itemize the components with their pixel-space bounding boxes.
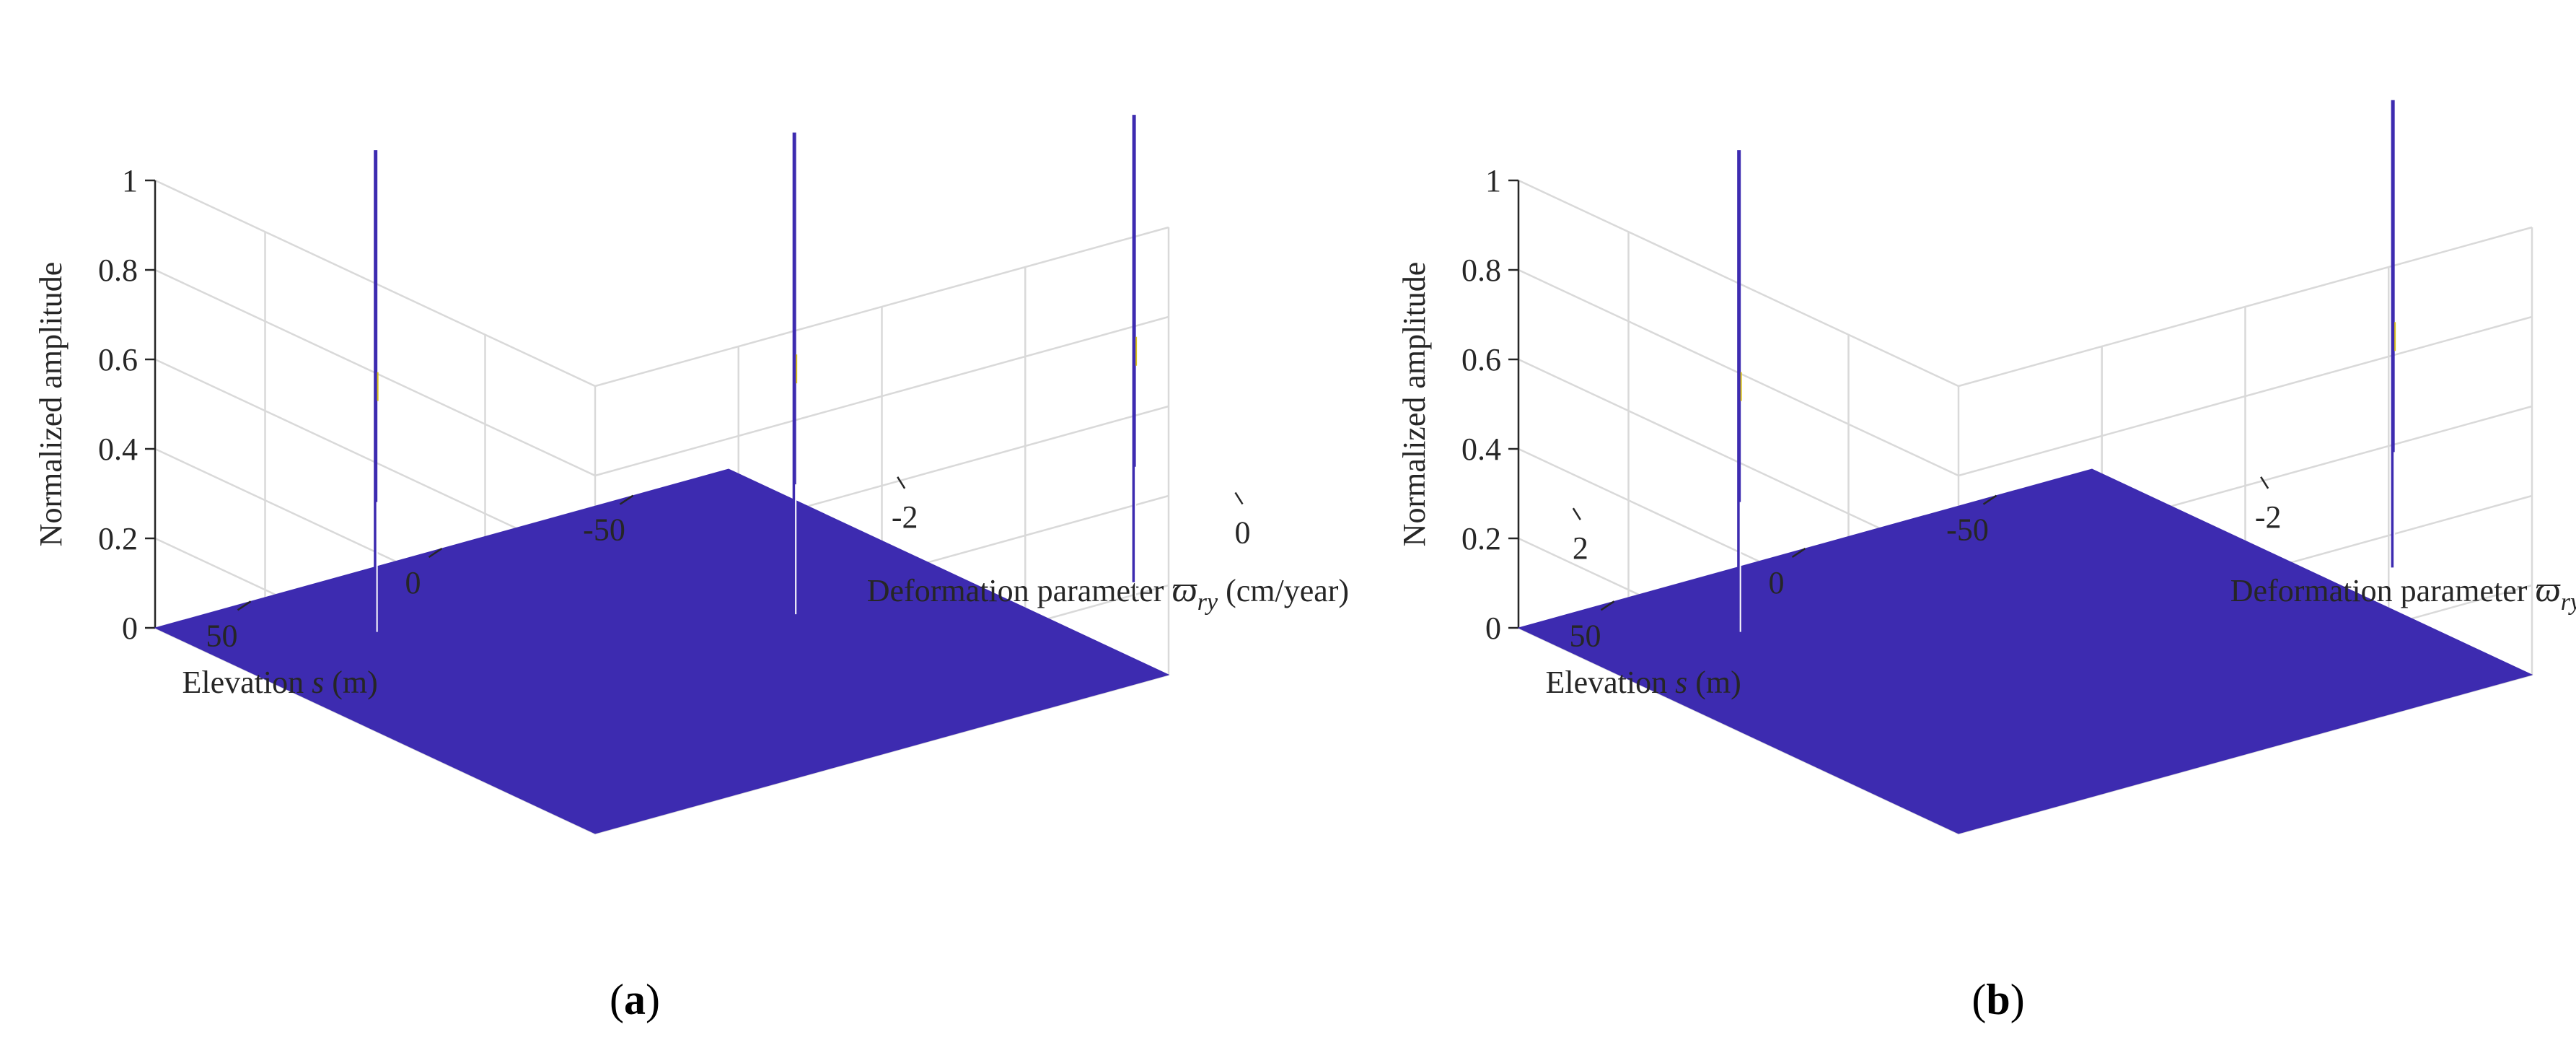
z-tick-label: 0.6 (98, 342, 138, 377)
panel-label-close: ) (646, 976, 660, 1023)
y-axis-label-text: Elevation (183, 665, 312, 700)
y-tick-mark (237, 600, 252, 611)
x-axis-label-subscript: ry (1197, 589, 1218, 616)
y-tick-mark (1791, 547, 1806, 559)
y-axis-label-symbol: s (312, 665, 324, 700)
chart-panel-a: 0 0.2 0.4 0.6 0.8 1 Normalized amplitude 50 0 -50… (33, 115, 1588, 1023)
y-axis-label-symbol: s (1675, 665, 1687, 700)
z-tick-label: 0.2 (1461, 521, 1501, 556)
y-tick-mark (619, 494, 634, 505)
panel-label: (b) (1971, 976, 2024, 1023)
y-axis-label-unit: (m) (324, 665, 378, 700)
surface-floor (1517, 468, 2533, 834)
z-tick-label: 0 (1485, 611, 1501, 646)
y-tick-mark (1600, 600, 1615, 611)
y-axis-label: Elevation s (m) (183, 665, 378, 700)
z-axis-label: Normalized amplitude (1397, 262, 1432, 547)
z-gridline (1518, 179, 2533, 388)
x-tick-label: -2 (892, 499, 918, 535)
y-tick-mark (1982, 494, 1997, 505)
chart-panel-b: 0 0.2 0.4 0.6 0.8 1 Normalized amplitude 50 0 -50… (1397, 100, 2576, 1023)
panel-label: (a) (610, 976, 660, 1023)
x-axis-label-text: Deformation parameter (2230, 573, 2536, 608)
y-tick-label: 50 (1570, 618, 1601, 653)
y-tick-label: 0 (1769, 565, 1785, 600)
y-tick-label: -50 (583, 512, 625, 548)
x-axis-label: Deformation parameter ϖry (cm/year) (2230, 569, 2576, 616)
x-tick-label: 0 (1235, 515, 1251, 551)
panel-label-open: ( (1971, 976, 1986, 1023)
panel-label-close: ) (2010, 976, 2025, 1023)
panel-label-letter: a (624, 976, 646, 1023)
x-tick-mark (2260, 476, 2269, 489)
y-axis-label-text: Elevation (1546, 665, 1676, 700)
x-axis-label-subscript: ry (2561, 589, 2576, 616)
z-tick-label: 0.8 (98, 253, 138, 288)
z-tick-label: 0.6 (1461, 342, 1501, 377)
x-tick-mark (1234, 491, 1244, 505)
z-tick-label: 0.8 (1461, 253, 1501, 288)
z-tick-label: 1 (122, 163, 138, 198)
y-tick-mark (428, 547, 443, 559)
x-tick-label: 2 (1573, 530, 1588, 566)
z-axis-label: Normalized amplitude (33, 262, 69, 547)
x-axis-label-symbol: ϖ (1171, 569, 1197, 609)
x-tick-mark (1572, 507, 1581, 520)
x-axis-label-unit: (cm/year) (1218, 573, 1349, 608)
x-tick-label: -2 (2255, 499, 2282, 535)
y-axis-label: Elevation s (m) (1546, 665, 1741, 700)
x-tick-mark (897, 476, 906, 489)
y-axis-label-unit: (m) (1687, 665, 1741, 700)
z-tick-label: 0.2 (98, 521, 138, 556)
panel-label-letter: b (1986, 976, 2010, 1023)
z-tick-label: 0 (122, 611, 138, 646)
panel-label-open: ( (610, 976, 624, 1023)
y-tick-label: 0 (405, 565, 421, 600)
z-gridline (1518, 268, 2533, 477)
y-tick-label: -50 (1946, 512, 1989, 548)
surface-floor (154, 468, 1170, 834)
z-tick-label: 0.4 (1461, 432, 1501, 467)
z-tick-label: 0.4 (98, 432, 138, 467)
x-axis-label: Deformation parameter ϖry (cm/year) (867, 569, 1349, 616)
z-gridline (154, 268, 1169, 477)
x-axis-label-symbol: ϖ (2535, 569, 2561, 609)
z-gridline (154, 179, 1169, 388)
y-tick-label: 50 (206, 618, 238, 653)
z-tick-label: 1 (1485, 163, 1501, 198)
x-axis-label-text: Deformation parameter (867, 573, 1172, 608)
